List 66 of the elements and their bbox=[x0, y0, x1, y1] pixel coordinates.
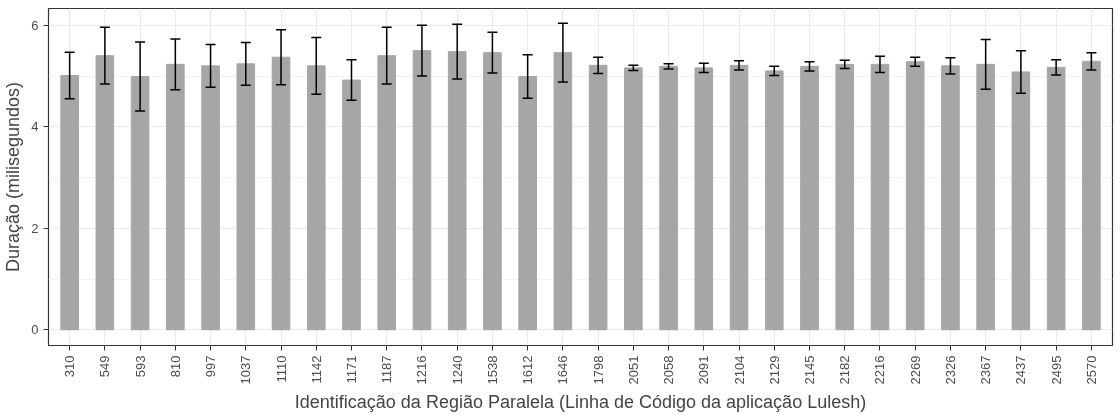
bar bbox=[130, 76, 150, 331]
bar bbox=[1011, 71, 1031, 331]
bar bbox=[201, 65, 220, 331]
bar bbox=[342, 79, 361, 331]
x-tick-label: 1171 bbox=[343, 355, 359, 384]
x-tick-label: 2182 bbox=[837, 355, 853, 385]
y-tick-label: 6 bbox=[31, 17, 39, 33]
x-tick-label: 2091 bbox=[696, 355, 712, 385]
x-tick-label: 2326 bbox=[942, 355, 958, 385]
bar bbox=[588, 64, 608, 331]
bar bbox=[166, 63, 185, 331]
x-tick-label: 1646 bbox=[555, 355, 571, 385]
x-tick-label: 2495 bbox=[1048, 355, 1064, 385]
x-tick-label: 2367 bbox=[978, 355, 994, 385]
x-tick-label: 1187 bbox=[379, 355, 395, 384]
x-tick-label: 2129 bbox=[766, 355, 782, 385]
x-tick-label: 997 bbox=[203, 355, 219, 378]
bar bbox=[377, 55, 397, 331]
x-tick-label: 1142 bbox=[308, 355, 324, 384]
bar bbox=[1082, 60, 1101, 331]
x-axis-title: Identificação da Região Paralela (Linha de Código da aplicação Lulesh) bbox=[294, 392, 867, 413]
x-tick-label: 1037 bbox=[238, 355, 254, 385]
y-axis-title: Duração (milisegundos) bbox=[3, 81, 24, 273]
bar bbox=[553, 52, 573, 331]
bar bbox=[624, 67, 643, 331]
x-tick-label: 549 bbox=[97, 355, 113, 378]
bar bbox=[800, 65, 819, 331]
bar bbox=[905, 61, 925, 331]
x-tick-label: 2216 bbox=[872, 355, 888, 385]
bar bbox=[306, 65, 326, 331]
bar bbox=[518, 76, 537, 331]
bar bbox=[870, 63, 890, 331]
x-tick-label: 1240 bbox=[449, 355, 465, 385]
bar bbox=[659, 65, 678, 331]
bar bbox=[236, 63, 256, 331]
x-tick-label: 2104 bbox=[731, 355, 747, 385]
x-tick-label: 2058 bbox=[661, 355, 677, 385]
x-tick-label: 593 bbox=[132, 355, 148, 378]
x-tick-label: 310 bbox=[62, 355, 78, 378]
y-tick-label: 0 bbox=[31, 322, 39, 338]
x-tick-label: 1612 bbox=[520, 355, 536, 385]
bar bbox=[95, 55, 115, 331]
x-tick-label: 2145 bbox=[802, 355, 818, 385]
x-tick-label: 1110 bbox=[273, 355, 289, 383]
x-tick-label: 2570 bbox=[1083, 355, 1099, 385]
x-tick-label: 1216 bbox=[414, 355, 430, 385]
bar bbox=[483, 52, 502, 331]
y-tick-label: 2 bbox=[31, 220, 39, 236]
x-tick-label: 2437 bbox=[1013, 355, 1029, 385]
bar bbox=[976, 63, 995, 331]
bar bbox=[941, 65, 960, 331]
bar bbox=[835, 63, 855, 331]
bar bbox=[60, 74, 79, 331]
bar bbox=[1046, 66, 1066, 331]
bar bbox=[694, 67, 714, 331]
bar bbox=[271, 56, 291, 331]
y-tick-label: 4 bbox=[31, 119, 39, 135]
x-tick-label: 1538 bbox=[484, 355, 500, 385]
bar bbox=[412, 50, 432, 331]
x-tick-label: 2051 bbox=[625, 355, 641, 385]
x-tick-label: 2269 bbox=[907, 355, 923, 385]
bar bbox=[764, 70, 784, 331]
x-tick-label: 810 bbox=[167, 355, 183, 378]
bar bbox=[729, 64, 749, 331]
x-tick-label: 1798 bbox=[590, 355, 606, 385]
bar bbox=[447, 51, 467, 331]
